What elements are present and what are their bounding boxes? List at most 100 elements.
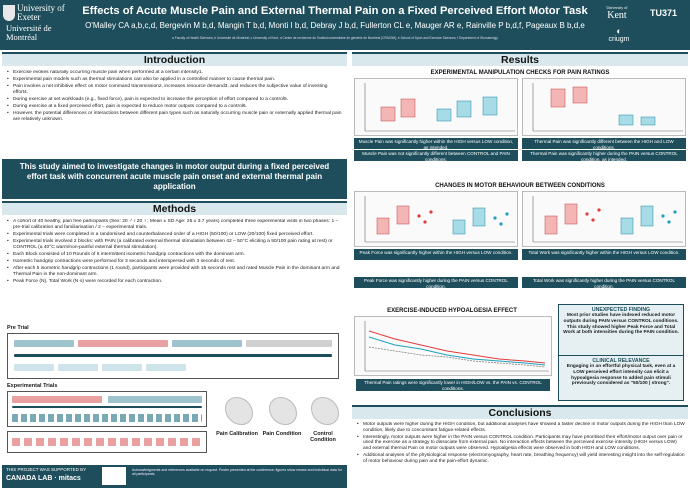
- timeline-block: [102, 364, 142, 371]
- methods-bullet: A cohort of 40 healthy, pain free partic…: [7, 219, 343, 231]
- result-callout: Muscle Pain was not significantly differ…: [354, 150, 518, 162]
- author-list: O'Malley CA a,b,c,d, Bergevin M b,d, Man…: [85, 21, 585, 30]
- clinical-relevance-text: Engaging in an effortful physical task, …: [566, 364, 676, 387]
- kent-logo: University of Kent: [594, 6, 640, 24]
- methods-bullet: Isometric handgrip contractions were per…: [7, 259, 343, 265]
- funding-footer: THIS PROJECT WAS SUPPORTED BY CANADA LAB…: [2, 465, 347, 488]
- affiliations: a Faculty of Health Sciences; b Universi…: [172, 36, 498, 40]
- intro-bullet: During exercise at a fixed perceived eff…: [7, 104, 343, 110]
- clinical-relevance-box: CLINICAL RELEVANCE Engaging in an effort…: [558, 355, 684, 401]
- university-logos: University of Exeter Université de Montr…: [3, 3, 75, 45]
- experimental-trials-diagram: Experimental Trials Pain Calibration Pai…: [7, 383, 341, 463]
- timeline-block: [172, 340, 242, 347]
- pre-trial-label: Pre Trial: [7, 325, 29, 331]
- introduction-list: Exercise evokes naturally occurring musc…: [7, 70, 343, 156]
- clinical-relevance-title: CLINICAL RELEVANCE: [592, 358, 650, 364]
- criugm-logo-text: criugm: [608, 36, 630, 43]
- result-callout: Total Work was significantly higher duri…: [522, 277, 686, 289]
- methods-bullet: Experimental trials involved 2 blocks: w…: [7, 239, 343, 251]
- kent-logo-small: University of: [606, 5, 628, 10]
- introduction-heading: Introduction: [2, 52, 347, 66]
- conclusion-bullet: Interestingly, motor outputs were higher…: [357, 435, 685, 452]
- intro-bullet: However, the potential differences or in…: [7, 111, 343, 123]
- methods-bullet: Experimental trials were completed in a …: [7, 232, 343, 238]
- phase-label-control: Control Condition: [310, 431, 336, 443]
- timeline-block: [14, 340, 74, 347]
- peak-force-scatter: [364, 196, 515, 243]
- timeline-block: [146, 364, 186, 371]
- methods-bullet: Each Block consisted of 10 Rounds of 5 i…: [7, 252, 343, 258]
- result-callout: Peak Force was significantly higher duri…: [354, 277, 518, 289]
- hypoalgesia-chart: [364, 321, 549, 372]
- right-column: Results EXPERIMENTAL MANIPULATION CHECKS…: [352, 51, 688, 488]
- unexpected-finding-box: UNEXPECTED FINDING Most prior studies ha…: [558, 304, 684, 360]
- methods-heading: Methods: [2, 201, 347, 215]
- timeline-block: [246, 340, 332, 347]
- methods-list: A cohort of 40 healthy, pain free partic…: [7, 219, 343, 377]
- pre-trial-diagram: Pre Trial: [7, 325, 341, 381]
- hypoalgesia-plot: [354, 316, 552, 376]
- methods-bullet: After each 5 isometric handgrip contract…: [7, 266, 343, 278]
- conclusion-bullet: Additional analyses of the physiological…: [357, 453, 685, 464]
- phase-label-pain: Pain Condition: [262, 431, 302, 437]
- kent-logo-text: Kent: [607, 10, 627, 21]
- hypoalgesia-title: EXERCISE-INDUCED HYPOALGESIA EFFECT: [387, 308, 517, 314]
- result-callout: Peak Force was significantly higher with…: [354, 249, 518, 260]
- unexpected-finding-title: UNEXPECTED FINDING: [591, 307, 651, 313]
- peak-force-plot: [354, 191, 518, 247]
- exeter-logo-text: University of Exeter: [17, 3, 65, 22]
- intro-bullet: During exercise at set workloads (e.g., …: [7, 97, 343, 103]
- result-callout: Thermal Pain was significantly different…: [522, 138, 686, 150]
- intro-bullet: Pain invokes a net inhibitive effect on …: [7, 84, 343, 96]
- result-callout: Total Work was significantly higher with…: [522, 249, 686, 260]
- manipulation-checks-title: EXPERIMENTAL MANIPULATION CHECKS FOR PAI…: [430, 70, 610, 76]
- hypoalgesia-callout: Thermal Pain ratings were significantly …: [356, 379, 550, 391]
- intro-bullet: Experimental pain models such as thermal…: [7, 77, 343, 83]
- result-callout: Muscle Pain was significantly higher wit…: [354, 138, 518, 150]
- left-column: Introduction Exercise evokes naturally o…: [2, 51, 347, 488]
- poster-header: University of Exeter Université de Montr…: [0, 0, 690, 50]
- control-block: [108, 396, 202, 403]
- motor-behaviour-title: CHANGES IN MOTOR BEHAVIOUR BETWEEN CONDI…: [435, 183, 605, 189]
- funding-label: THIS PROJECT WAS SUPPORTED BY: [6, 467, 87, 472]
- muscle-pain-boxplot: [364, 83, 515, 132]
- montreal-logo-text: Université de Montréal: [6, 23, 52, 42]
- phase-label-calibration: Pain Calibration: [216, 431, 258, 437]
- result-callout: Thermal Pain was significantly higher du…: [522, 150, 686, 162]
- conclusion-bullet: Motor outputs were higher during the HIG…: [357, 422, 685, 433]
- methods-bullet: Peak Force (N), Total Work (N·s) were re…: [7, 279, 343, 285]
- exeter-shield-icon: [3, 5, 15, 21]
- thermal-pain-boxplot: [532, 83, 683, 132]
- contraction-pattern: [12, 414, 202, 422]
- pain-condition-image: [269, 397, 297, 425]
- round-timeline: [7, 431, 207, 453]
- total-work-scatter: [532, 196, 683, 243]
- intro-bullet: Exercise evokes naturally occurring musc…: [7, 70, 343, 76]
- control-condition-image: [311, 397, 339, 425]
- thermal-pain-plot: [522, 78, 686, 136]
- results-heading: Results: [352, 52, 688, 66]
- muscle-pain-plot: [354, 78, 518, 136]
- timeline-axis: [12, 406, 202, 408]
- timeline-block: [58, 364, 98, 371]
- timeline-block: [78, 340, 168, 347]
- funding-fine-print: Acknowledgments and references available…: [132, 468, 342, 477]
- timeline-block: [14, 364, 54, 371]
- criugm-mark-icon: ◐: [616, 26, 622, 36]
- total-work-plot: [522, 191, 686, 247]
- study-aim: This study aimed to investigate changes …: [2, 159, 347, 199]
- trial-timeline: [7, 391, 207, 427]
- poster-title: Effects of Acute Muscle Pain and Externa…: [82, 5, 588, 17]
- timeline-axis: [14, 354, 332, 357]
- poster-code: TU371: [650, 8, 678, 18]
- funding-logos: CANADA LAB · mitacs: [6, 475, 81, 482]
- unexpected-finding-text: Most prior studies have indexed reduced …: [563, 313, 679, 336]
- criugm-logo: ◐ criugm: [598, 27, 640, 45]
- qr-code-icon: [102, 467, 126, 485]
- conclusions-heading: Conclusions: [352, 405, 688, 419]
- round-pattern: [12, 438, 202, 446]
- pain-calibration-image: [225, 397, 253, 425]
- experimental-trials-label: Experimental Trials: [7, 383, 58, 389]
- pain-block: [12, 396, 102, 403]
- pre-trial-timeline: [7, 333, 339, 379]
